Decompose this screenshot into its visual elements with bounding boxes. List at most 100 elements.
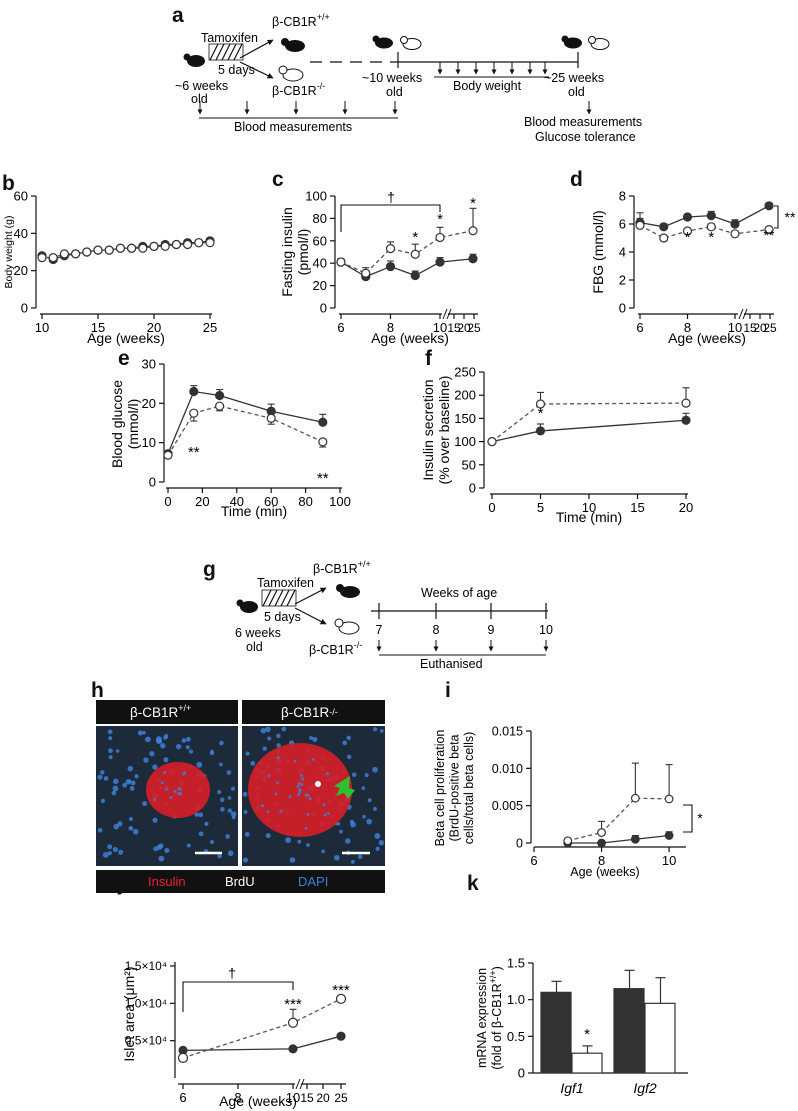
dapi-nucleus — [285, 837, 292, 844]
significance-marker: † — [228, 965, 236, 981]
y-axis-label: Fasting insulin(pmol/l) — [279, 207, 311, 297]
data-point-ko — [681, 398, 691, 408]
y-tick-label: 8 — [619, 189, 626, 204]
dapi-nucleus — [107, 851, 112, 856]
data-point-ko — [205, 238, 215, 248]
dapi-nucleus — [169, 796, 173, 800]
mid-age-label: ~10 weeks — [362, 71, 422, 85]
x-tick-label: 15 — [630, 500, 644, 515]
dapi-nucleus — [298, 788, 302, 792]
start-age-label: ~6 weeks — [175, 79, 228, 93]
data-point-wt — [189, 386, 199, 397]
y-tick-label: 50 — [462, 457, 476, 472]
micrograph-panel: β-CB1R+/+ β-CB1R-/- Insulin BrdU DAPI — [96, 700, 385, 893]
axis-break — [742, 308, 748, 320]
y-axis-label: Insulin secretion(% over baseline) — [420, 376, 452, 485]
significance-bracket — [182, 981, 294, 1012]
dapi-nucleus — [267, 774, 271, 778]
dapi-nucleus — [118, 849, 124, 855]
x-tick-label: 10 — [582, 500, 596, 515]
days-label: 5 days — [218, 63, 255, 77]
dapi-nucleus — [298, 790, 302, 794]
x-tick-label: 15 — [447, 321, 461, 335]
dapi-nucleus — [346, 754, 352, 760]
micrograph-title-ko: β-CB1R-/- — [281, 705, 338, 720]
wt-genotype-label: β-CB1R+/+ — [272, 12, 330, 29]
series-line-ko — [167, 405, 324, 456]
dapi-nucleus — [267, 736, 272, 741]
dapi-nucleus — [128, 817, 133, 822]
timeline-g: Tamoxifen 5 days β-CB1R+/+ β-CB1R-/- 6 w… — [235, 559, 553, 671]
dapi-nucleus — [357, 854, 363, 860]
x-tick-label: 25 — [467, 321, 481, 335]
dapi-nucleus — [103, 776, 109, 781]
legend-dapi: DAPI — [298, 874, 328, 889]
dapi-nucleus — [198, 812, 204, 818]
y-tick-label: 1.5×10⁴ — [125, 959, 167, 973]
y-tick-label: 80 — [313, 211, 327, 226]
significance-bracket — [340, 204, 441, 232]
x-tick-label: 20 — [457, 321, 471, 335]
significance-marker: * — [708, 229, 714, 246]
dapi-nucleus — [209, 750, 215, 756]
tamoxifen-label: Tamoxifen — [201, 31, 258, 45]
dapi-nucleus — [299, 774, 303, 778]
data-point-ko — [70, 249, 81, 259]
dapi-nucleus — [108, 748, 113, 754]
syringe-icon — [208, 43, 244, 61]
body-weight-label: Body weight — [453, 79, 522, 93]
data-point-wt — [730, 219, 740, 229]
y-tick-label: 6 — [619, 217, 626, 232]
dapi-nucleus — [100, 798, 106, 804]
data-point-ko — [764, 225, 774, 235]
dapi-nucleus — [111, 790, 117, 796]
dapi-nucleus — [204, 821, 209, 826]
dapi-nucleus — [142, 730, 146, 735]
data-point-wt — [706, 211, 716, 221]
blood-measurements-label: Blood measurements — [234, 120, 352, 134]
dapi-nucleus — [231, 815, 236, 820]
chart-mrna-expression: 0 0.5 1.0 1.5 Igf1 Igf2 * mRNA expression(fold … — [475, 956, 688, 1096]
dapi-nucleus — [323, 813, 327, 817]
data-point-wt — [318, 417, 328, 427]
data-point-wt — [468, 254, 478, 264]
syringe-icon — [261, 589, 297, 607]
dapi-nucleus — [130, 780, 136, 786]
data-point-ko — [171, 239, 181, 250]
y-tick-label: 200 — [454, 388, 476, 403]
y-tick-label: 40 — [313, 256, 327, 271]
dapi-nucleus — [366, 818, 372, 825]
x-tick-label: 40 — [230, 494, 244, 509]
dapi-nucleus — [306, 812, 310, 816]
data-point-wt — [385, 261, 396, 272]
data-point-ko — [215, 401, 225, 411]
wt-genotype-label: β-CB1R+/+ — [313, 559, 371, 576]
dapi-nucleus — [276, 756, 280, 760]
dapi-nucleus — [217, 853, 222, 859]
data-point-wt — [336, 1031, 346, 1041]
x-axis-label: Time (min) — [221, 503, 287, 519]
dapi-nucleus — [243, 810, 248, 814]
x-tick-label: 6 — [636, 320, 643, 335]
data-point-wt — [630, 834, 640, 844]
x-tick-label: 100 — [329, 494, 351, 509]
x-tick-label: 25 — [203, 320, 217, 335]
dapi-nucleus — [160, 781, 164, 785]
panel-label-i: i — [445, 679, 451, 702]
dapi-nucleus — [225, 834, 230, 839]
x-tick-label: 10 — [286, 1090, 300, 1105]
dapi-nucleus — [300, 783, 304, 787]
mouse-icon — [588, 36, 610, 50]
significance-marker: * — [538, 405, 544, 422]
dapi-nucleus — [97, 774, 103, 780]
x-tick-label: 6 — [337, 320, 344, 335]
x-tick-label: 20 — [753, 321, 767, 335]
series-line-wt — [491, 419, 687, 443]
dapi-nucleus — [227, 808, 232, 813]
dapi-nucleus — [122, 782, 128, 788]
dapi-nucleus — [129, 785, 135, 791]
y-axis-label: Beta cell proliferation(BrdU-positive be… — [433, 730, 476, 847]
data-point-wt — [764, 201, 774, 211]
dapi-nucleus — [219, 762, 223, 767]
